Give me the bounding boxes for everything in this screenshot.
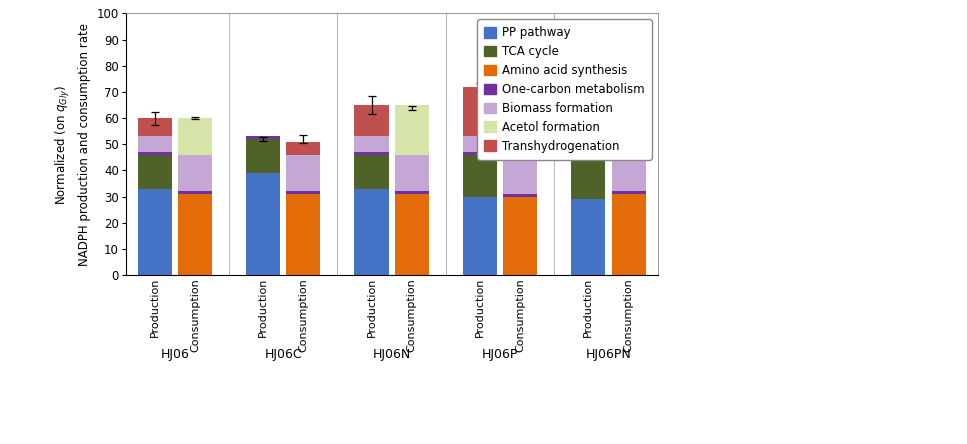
Bar (286, 155, 320, 191)
Bar (355, 155, 389, 189)
Bar (246, 173, 280, 275)
Bar (463, 155, 497, 197)
Bar (611, 158, 646, 191)
Bar (611, 74, 646, 157)
Bar (503, 89, 538, 160)
Bar (571, 158, 605, 160)
Bar (611, 194, 646, 275)
Bar (137, 189, 172, 275)
Bar (355, 136, 389, 152)
Bar (503, 194, 538, 197)
Bar (463, 87, 497, 136)
Legend: PP pathway, TCA cycle, Amino acid synthesis, One-carbon metabolism, Biomass form: PP pathway, TCA cycle, Amino acid synthe… (477, 19, 652, 160)
Bar (571, 74, 605, 142)
Bar (137, 155, 172, 189)
Bar (571, 199, 605, 275)
Bar (286, 142, 320, 155)
Text: HJ06PN: HJ06PN (586, 348, 631, 361)
Text: HJ06: HJ06 (161, 348, 190, 361)
Bar (246, 136, 280, 139)
Bar (395, 105, 428, 155)
Bar (571, 160, 605, 199)
Bar (137, 152, 172, 155)
Bar (178, 155, 212, 191)
Bar (178, 194, 212, 275)
Bar (178, 191, 212, 194)
Text: HJ06N: HJ06N (372, 348, 411, 361)
Y-axis label: Normalized (on $q_{Gly}$)
NADPH production and consumption rate: Normalized (on $q_{Gly}$) NADPH producti… (54, 23, 91, 266)
Bar (571, 142, 605, 157)
Bar (137, 118, 172, 136)
Bar (503, 197, 538, 275)
Bar (463, 197, 497, 275)
Text: HJ06C: HJ06C (264, 348, 302, 361)
Bar (395, 155, 428, 191)
Bar (355, 189, 389, 275)
Bar (355, 105, 389, 136)
Bar (178, 118, 212, 155)
Bar (137, 136, 172, 152)
Bar (286, 194, 320, 275)
Bar (395, 194, 428, 275)
Bar (246, 139, 280, 173)
Bar (503, 160, 538, 194)
Bar (355, 152, 389, 155)
Bar (286, 191, 320, 194)
Bar (463, 152, 497, 155)
Text: HJ06P: HJ06P (482, 348, 518, 361)
Bar (395, 191, 428, 194)
Bar (463, 136, 497, 152)
Bar (611, 191, 646, 194)
